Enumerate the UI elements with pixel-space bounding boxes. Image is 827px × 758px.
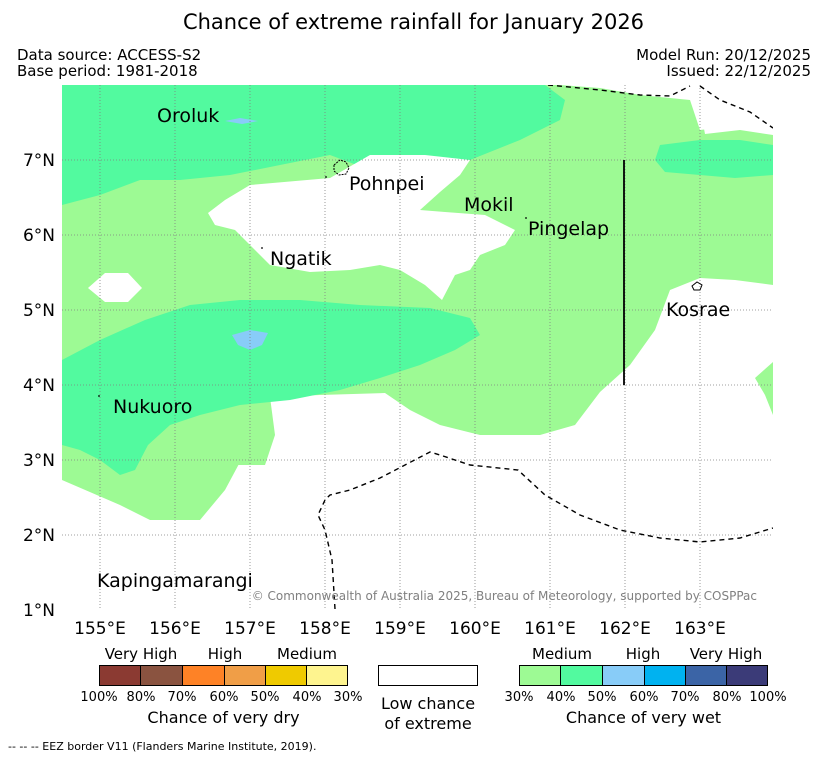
copyright-notice: © Commonwealth of Australia 2025, Bureau… [252,589,757,603]
place-mokil: Mokil [464,194,514,216]
eez-border-lines [317,85,773,609]
model-run: Model Run: 20/12/2025 [636,46,811,64]
wet-category-very-high: Very High [689,645,763,663]
low-chance-line2: of extreme [384,714,472,733]
lon-label: 160°E [449,619,501,639]
low-chance-swatch [378,665,478,686]
wet-pct: 80% [712,690,742,705]
dry-category-very-high: Very High [104,645,178,663]
dry-swatch-6 [306,665,348,686]
dry-legend-title: Chance of very dry [147,708,300,727]
lat-label: 7°N [23,151,55,171]
longitude-labels: 155°E 156°E 157°E 158°E 159°E 160°E 161°… [74,619,726,639]
wet-pct: 40% [546,690,576,705]
place-kapingamarangi: Kapingamarangi [97,570,253,592]
dry-swatch-1 [99,665,141,686]
dry-swatch-2 [140,665,183,686]
base-period: Base period: 1981-2018 [17,62,198,80]
lon-label: 155°E [74,619,126,639]
dry-category-medium: Medium [277,645,337,663]
lon-label: 156°E [149,619,201,639]
wet-swatch-3 [602,665,645,686]
wet-pct: 100% [749,690,787,705]
wet-legend-title: Chance of very wet [565,708,722,727]
island-outlines [333,159,703,291]
lat-label: 4°N [23,376,55,396]
place-pingelap: Pingelap [528,218,609,240]
low-chance-region-central [208,155,515,300]
dry-pct: 100% [80,690,118,705]
place-labels: Oroluk Pohnpei Mokil Pingelap Ngatik Kos… [97,105,730,592]
low-chance-line1: Low chance [380,694,476,713]
wet-pct: 50% [587,690,617,705]
wet-pct: 30% [504,690,534,705]
wet-swatch-5 [685,665,727,686]
wet-swatch-1 [519,665,561,686]
place-nukuoro: Nukuoro [113,396,192,418]
eez-footnote: -- -- -- EEZ border V11 (Flanders Marine… [8,740,317,753]
wet-swatch-6 [726,665,768,686]
lon-label: 159°E [374,619,426,639]
place-ngatik: Ngatik [270,248,332,270]
wet-pct: 60% [629,690,659,705]
lat-label: 6°N [23,226,55,246]
dry-pct: 30% [333,690,363,705]
lon-label: 157°E [224,619,276,639]
place-pohnpei: Pohnpei [349,173,425,195]
lon-label: 163°E [674,619,726,639]
island-dots [98,176,527,397]
dry-pct: 50% [250,690,280,705]
dry-swatch-5 [265,665,307,686]
wet-high-patch-2 [225,118,258,124]
latitude-labels: 7°N 6°N 5°N 4°N 3°N 2°N 1°N [23,151,55,621]
header-left: Data source: ACCESS-S2 Base period: 1981… [17,47,201,79]
header-right: Model Run: 20/12/2025 Issued: 22/12/2025 [636,47,811,79]
wet-category-medium: Medium [532,645,592,663]
lat-label: 5°N [23,301,55,321]
wet-medium-high-region-east [655,140,773,178]
dry-swatch-4 [224,665,266,686]
dry-pct: 70% [167,690,197,705]
chart-title: Chance of extreme rainfall for January 2… [182,10,645,34]
low-chance-label: Low chance of extreme [358,694,498,734]
graticule [62,85,773,609]
dry-pct: 40% [292,690,322,705]
dry-pct: 60% [209,690,239,705]
map-area [62,85,773,609]
place-oroluk: Oroluk [157,105,219,127]
place-kosrae: Kosrae [666,299,730,321]
wet-medium-region-east [755,362,773,415]
lat-label: 1°N [23,601,55,621]
lon-label: 161°E [524,619,576,639]
wet-medium-high-region-north [62,85,565,205]
issued-date: Issued: 22/12/2025 [666,62,811,80]
lon-label: 158°E [299,619,351,639]
low-chance-region-west [88,273,142,302]
wet-swatch-4 [644,665,686,686]
low-chance-region-northeast [700,100,773,135]
lon-label: 162°E [599,619,651,639]
dry-pct: 80% [126,690,156,705]
wet-pct: 70% [670,690,700,705]
lat-label: 2°N [23,526,55,546]
wet-swatch-2 [560,665,603,686]
dry-category-high: High [207,645,243,663]
lat-label: 3°N [23,451,55,471]
wet-category-high: High [625,645,661,663]
wet-medium-high-region-south [62,300,480,475]
dry-swatch-3 [182,665,225,686]
data-source: Data source: ACCESS-S2 [17,46,202,64]
